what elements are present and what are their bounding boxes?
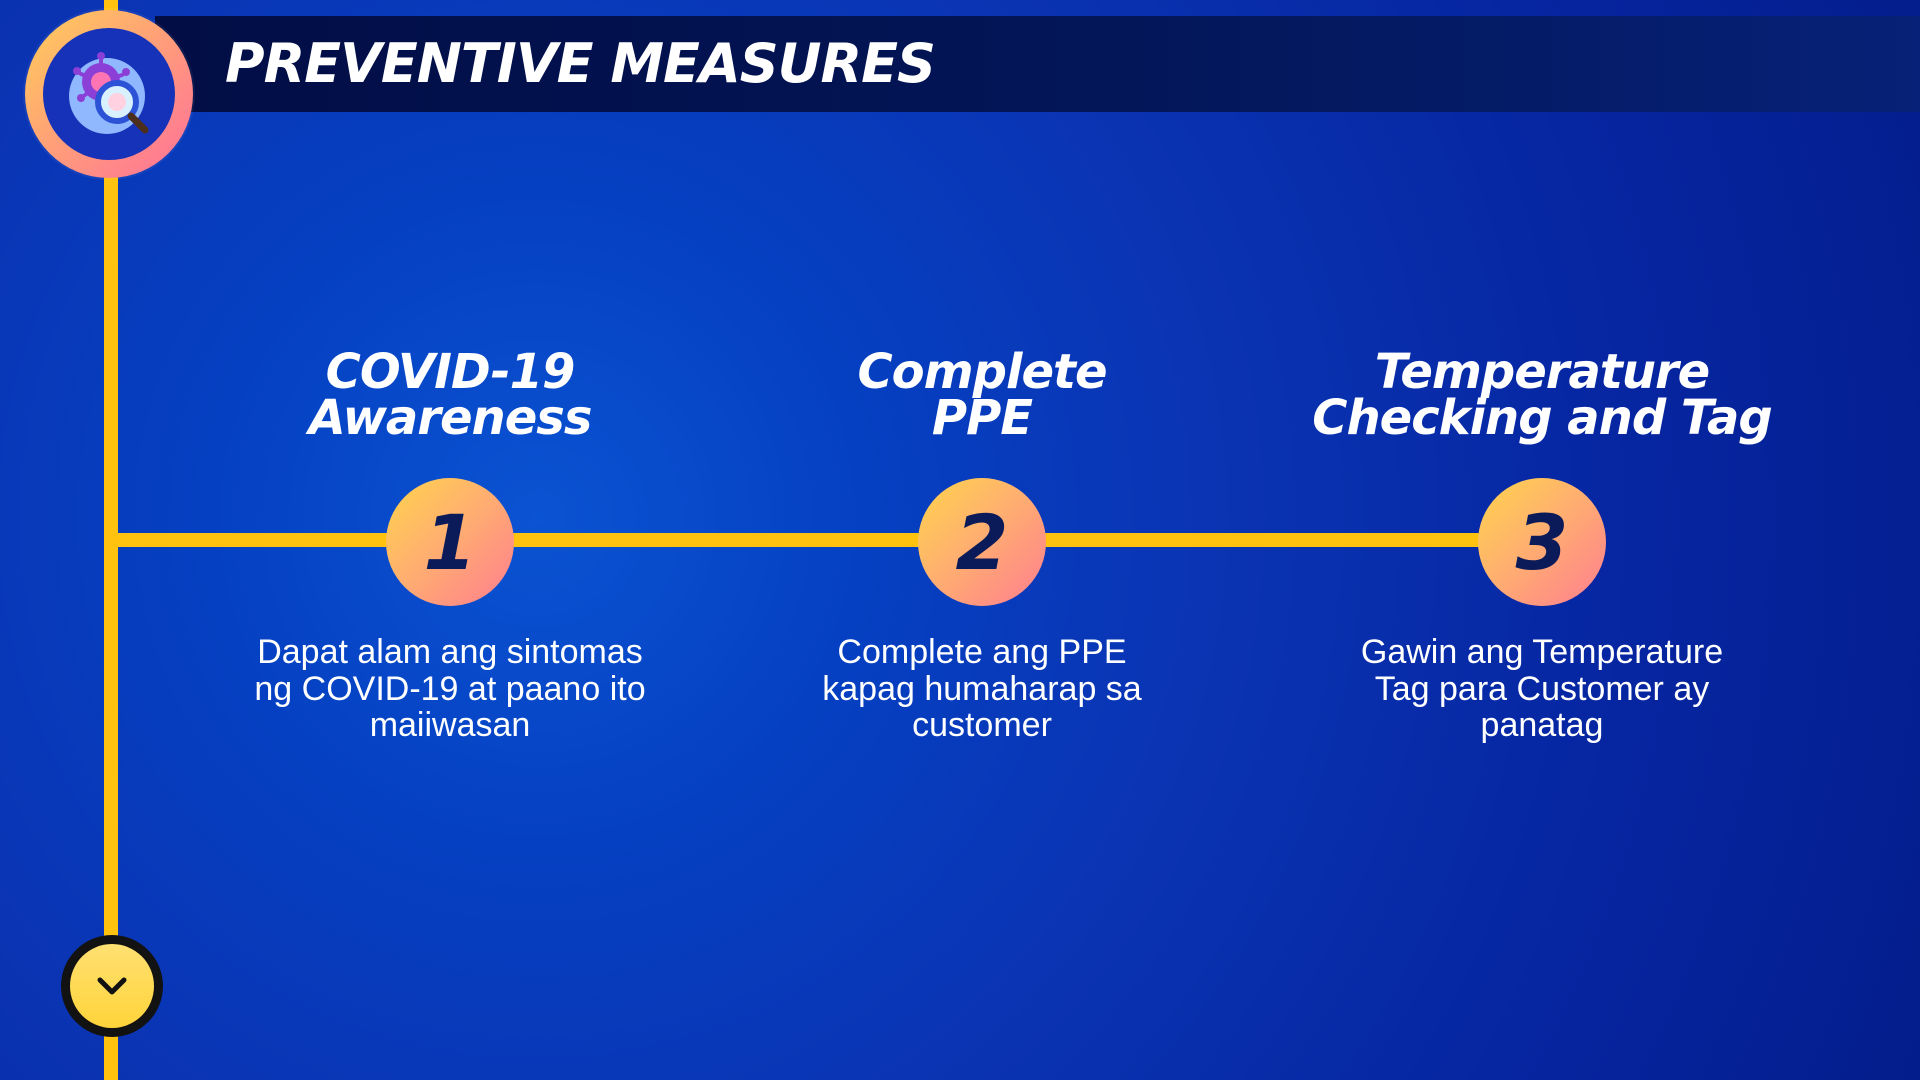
step-2: Complete PPE 2 Complete ang PPE kapag hu… [752,340,1212,760]
virus-magnifier-icon [69,52,149,134]
step-1-number: 1 [386,478,514,606]
step-1-title: COVID-19 Awareness [308,344,593,446]
step-1-description: Dapat alam ang sintomas ng COVID-19 at p… [254,633,646,745]
page-title: PREVENTIVE MEASURES [225,32,936,95]
step-3-title: Temperature Checking and Tag [1312,344,1772,446]
step-3-number: 3 [1478,478,1606,606]
logo-inner-circle [43,28,175,160]
step-3: Temperature Checking and Tag 3 Gawin ang… [1312,340,1772,760]
step-2-title: Complete PPE [857,344,1107,446]
chevron-down-icon [97,977,127,995]
step-2-description: Complete ang PPE kapag humaharap sa cust… [822,633,1142,745]
header-bar [155,16,1920,112]
scroll-down-button[interactable] [61,935,163,1037]
logo-badge [25,10,193,178]
step-2-number: 2 [918,478,1046,606]
scroll-down-button-face[interactable] [70,944,154,1028]
step-1: COVID-19 Awareness 1 Dapat alam ang sint… [220,340,680,760]
step-3-description: Gawin ang Temperature Tag para Customer … [1360,633,1724,745]
